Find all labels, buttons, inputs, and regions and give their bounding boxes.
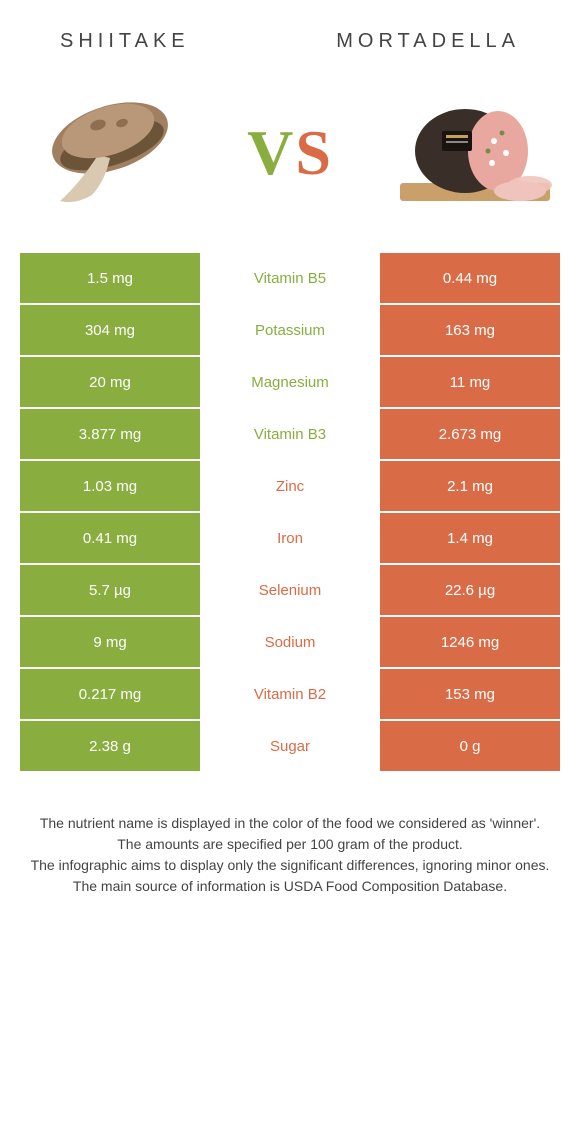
vs-v: V: [247, 117, 295, 188]
right-value: 0 g: [380, 721, 560, 771]
right-value: 2.673 mg: [380, 409, 560, 459]
left-value: 0.217 mg: [20, 669, 200, 719]
left-value: 3.877 mg: [20, 409, 200, 459]
right-value: 0.44 mg: [380, 253, 560, 303]
footer-line: The main source of information is USDA F…: [30, 876, 550, 897]
table-row: 304 mgPotassium163 mg: [20, 305, 560, 357]
right-value: 1.4 mg: [380, 513, 560, 563]
mortadella-image: [390, 83, 560, 223]
nutrient-label: Zinc: [200, 461, 380, 511]
nutrient-label: Vitamin B5: [200, 253, 380, 303]
left-value: 5.7 µg: [20, 565, 200, 615]
right-value: 2.1 mg: [380, 461, 560, 511]
nutrient-label: Potassium: [200, 305, 380, 355]
table-row: 1.5 mgVitamin B50.44 mg: [20, 253, 560, 305]
left-value: 9 mg: [20, 617, 200, 667]
table-row: 0.217 mgVitamin B2153 mg: [20, 669, 560, 721]
table-row: 0.41 mgIron1.4 mg: [20, 513, 560, 565]
food-title-left: SHIITAKE: [60, 30, 190, 53]
vs-s: S: [295, 117, 333, 188]
left-value: 20 mg: [20, 357, 200, 407]
right-value: 163 mg: [380, 305, 560, 355]
nutrient-label: Magnesium: [200, 357, 380, 407]
vs-label: VS: [247, 116, 333, 190]
footer-line: The infographic aims to display only the…: [30, 855, 550, 876]
nutrient-label: Sodium: [200, 617, 380, 667]
table-row: 20 mgMagnesium11 mg: [20, 357, 560, 409]
table-row: 9 mgSodium1246 mg: [20, 617, 560, 669]
footer-line: The nutrient name is displayed in the co…: [30, 813, 550, 834]
nutrient-label: Vitamin B2: [200, 669, 380, 719]
footer-line: The amounts are specified per 100 gram o…: [30, 834, 550, 855]
right-value: 11 mg: [380, 357, 560, 407]
nutrient-label: Sugar: [200, 721, 380, 771]
right-value: 1246 mg: [380, 617, 560, 667]
table-row: 1.03 mgZinc2.1 mg: [20, 461, 560, 513]
right-value: 22.6 µg: [380, 565, 560, 615]
nutrient-label: Vitamin B3: [200, 409, 380, 459]
header-row: SHIITAKE MORTADELLA: [0, 0, 580, 63]
images-row: VS: [0, 63, 580, 253]
table-row: 5.7 µgSelenium22.6 µg: [20, 565, 560, 617]
left-value: 1.5 mg: [20, 253, 200, 303]
nutrient-label: Selenium: [200, 565, 380, 615]
shiitake-image: [20, 83, 190, 223]
left-value: 2.38 g: [20, 721, 200, 771]
footer-notes: The nutrient name is displayed in the co…: [0, 773, 580, 897]
right-value: 153 mg: [380, 669, 560, 719]
nutrient-label: Iron: [200, 513, 380, 563]
nutrient-table: 1.5 mgVitamin B50.44 mg304 mgPotassium16…: [20, 253, 560, 773]
left-value: 1.03 mg: [20, 461, 200, 511]
table-row: 2.38 gSugar0 g: [20, 721, 560, 773]
table-row: 3.877 mgVitamin B32.673 mg: [20, 409, 560, 461]
left-value: 304 mg: [20, 305, 200, 355]
food-title-right: MORTADELLA: [336, 30, 520, 53]
left-value: 0.41 mg: [20, 513, 200, 563]
